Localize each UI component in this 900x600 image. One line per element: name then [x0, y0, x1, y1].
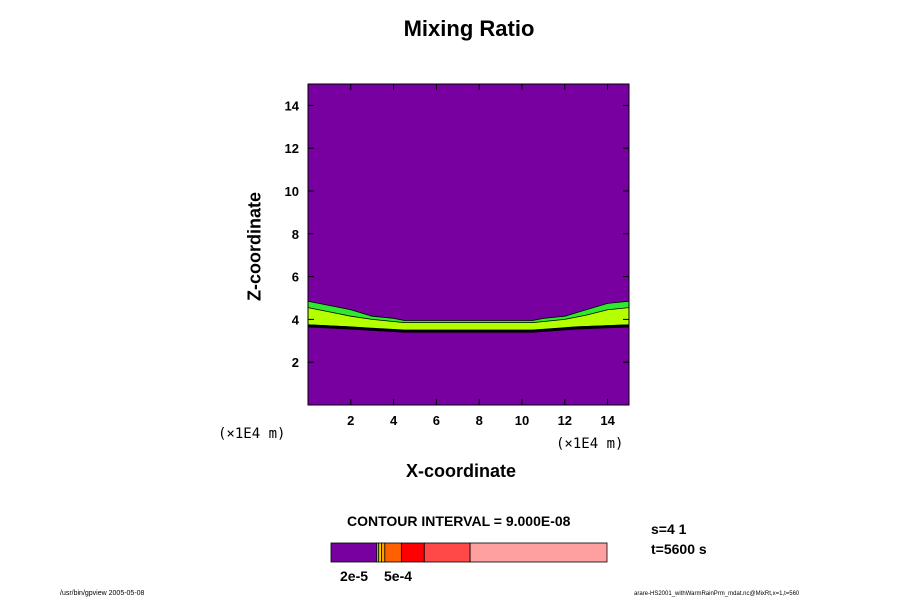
- plot-background: [308, 84, 629, 405]
- x-unit-label: (×1E4 m): [556, 436, 624, 452]
- colorbar-segment-7: [469, 542, 608, 563]
- y-unit-label: (×1E4 m): [218, 426, 286, 442]
- colorbar-segment-0: [330, 542, 378, 563]
- colorbar-label-1: 5e-4: [384, 568, 413, 584]
- y-tick-label: 10: [285, 184, 299, 199]
- t-label: t=5600 s: [651, 541, 707, 557]
- footer-right: arare-HS2001_withWarmRainPrm_mdat.nc@Mix…: [634, 591, 800, 597]
- x-tick-label: 14: [600, 413, 615, 428]
- x-tick-label: 12: [558, 413, 572, 428]
- y-tick-label: 6: [292, 270, 299, 285]
- y-tick-label: 2: [292, 355, 299, 370]
- y-tick-label: 14: [285, 98, 300, 113]
- chart-title: Mixing Ratio: [403, 16, 535, 41]
- x-tick-label: 4: [390, 413, 398, 428]
- colorbar-segment-6: [423, 542, 471, 563]
- colorbar-label-0: 2e-5: [340, 568, 369, 584]
- x-tick-label: 10: [515, 413, 529, 428]
- y-tick-label: 8: [292, 227, 299, 242]
- x-tick-label: 6: [433, 413, 440, 428]
- y-tick-label: 4: [292, 312, 300, 327]
- contour-line: [307, 324, 630, 333]
- plot-frame: [307, 83, 630, 406]
- contour-interval: CONTOUR INTERVAL = 9.000E-08: [347, 513, 571, 529]
- colorbar-segment-5: [400, 542, 425, 563]
- footer-left: /usr/bin/gpview 2005-05-08: [60, 590, 145, 597]
- colorbar-segment-4: [384, 542, 402, 563]
- x-tick-label: 2: [347, 413, 354, 428]
- x-tick-label: 8: [476, 413, 483, 428]
- y-axis-label: Z-coordinate: [244, 192, 265, 302]
- s-label: s=4 1: [651, 521, 687, 537]
- x-axis-label: X-coordinate: [406, 461, 517, 481]
- colorbar-segment-2: [378, 542, 382, 563]
- y-tick-label: 12: [285, 141, 299, 156]
- colorbar-segment-3: [381, 542, 386, 563]
